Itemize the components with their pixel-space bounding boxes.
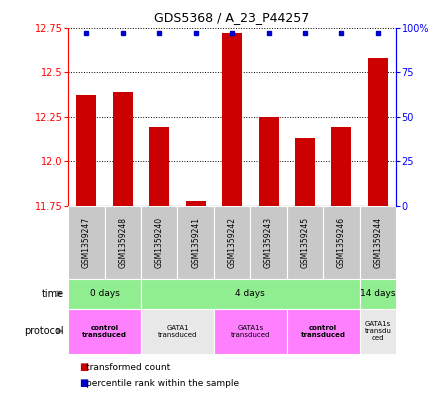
Bar bbox=[359, 309, 396, 354]
Text: percentile rank within the sample: percentile rank within the sample bbox=[86, 379, 239, 387]
Bar bbox=[359, 279, 396, 309]
Bar bbox=[141, 279, 359, 309]
Text: protocol: protocol bbox=[24, 326, 64, 336]
Text: 14 days: 14 days bbox=[360, 289, 396, 298]
Text: GSM1359240: GSM1359240 bbox=[155, 217, 164, 268]
Bar bbox=[214, 206, 250, 279]
Text: GSM1359241: GSM1359241 bbox=[191, 217, 200, 268]
Bar bbox=[141, 309, 214, 354]
Bar bbox=[149, 127, 169, 206]
Bar bbox=[68, 279, 141, 309]
Text: GATA1s
transduced: GATA1s transduced bbox=[231, 325, 270, 338]
Bar bbox=[287, 309, 359, 354]
Bar bbox=[141, 206, 177, 279]
Bar bbox=[259, 117, 279, 206]
Text: GSM1359248: GSM1359248 bbox=[118, 217, 127, 268]
Bar bbox=[331, 127, 352, 206]
Bar bbox=[68, 309, 141, 354]
Text: ■: ■ bbox=[79, 378, 88, 388]
Bar bbox=[113, 92, 133, 206]
Text: GSM1359242: GSM1359242 bbox=[227, 217, 237, 268]
Text: time: time bbox=[42, 288, 64, 299]
Text: GATA1s
transdu
ced: GATA1s transdu ced bbox=[364, 321, 391, 341]
Text: ■: ■ bbox=[79, 362, 88, 373]
Text: GSM1359244: GSM1359244 bbox=[373, 217, 382, 268]
Bar bbox=[359, 206, 396, 279]
Text: GSM1359243: GSM1359243 bbox=[264, 217, 273, 268]
Text: 4 days: 4 days bbox=[235, 289, 265, 298]
Text: control
transduced: control transduced bbox=[82, 325, 127, 338]
Text: control
transduced: control transduced bbox=[301, 325, 346, 338]
Text: GATA1
transduced: GATA1 transduced bbox=[158, 325, 197, 338]
Bar bbox=[214, 309, 287, 354]
Bar bbox=[250, 206, 287, 279]
Text: GDS5368 / A_23_P44257: GDS5368 / A_23_P44257 bbox=[154, 11, 310, 24]
Bar bbox=[105, 206, 141, 279]
Bar bbox=[295, 138, 315, 206]
Bar bbox=[287, 206, 323, 279]
Bar bbox=[368, 58, 388, 206]
Text: GSM1359245: GSM1359245 bbox=[301, 217, 309, 268]
Bar bbox=[177, 206, 214, 279]
Bar bbox=[323, 206, 359, 279]
Bar bbox=[77, 95, 96, 206]
Bar bbox=[68, 206, 105, 279]
Text: GSM1359246: GSM1359246 bbox=[337, 217, 346, 268]
Text: GSM1359247: GSM1359247 bbox=[82, 217, 91, 268]
Bar bbox=[186, 200, 205, 206]
Text: 0 days: 0 days bbox=[90, 289, 120, 298]
Bar bbox=[222, 33, 242, 206]
Text: transformed count: transformed count bbox=[86, 363, 170, 372]
